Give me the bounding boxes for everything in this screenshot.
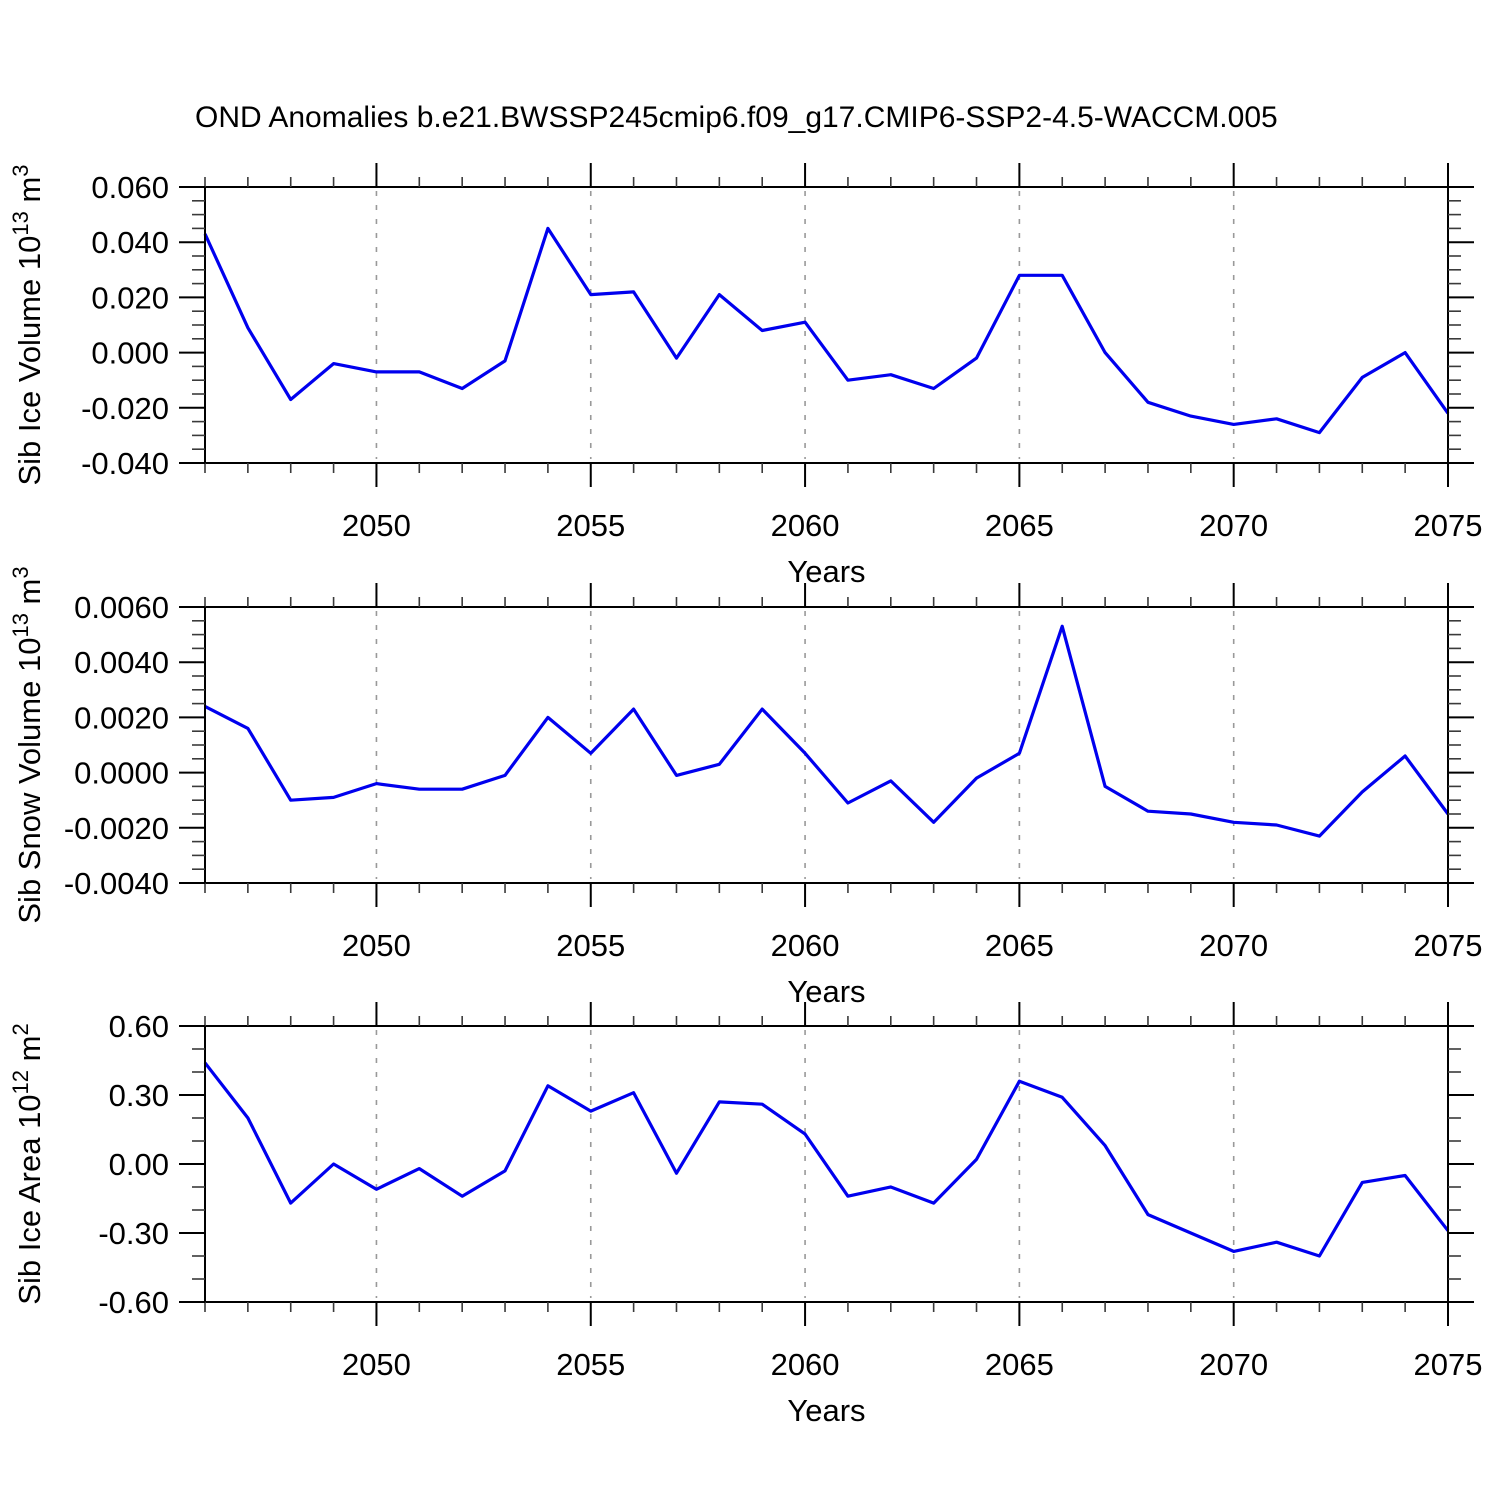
- x-tick-label: 2055: [556, 928, 625, 963]
- sib-snow-volume-y-axis-title: Sib Snow Volume 1013 m3: [8, 566, 47, 923]
- x-tick-label: 2070: [1199, 508, 1268, 543]
- sib-ice-area-series-line: [203, 1061, 1450, 1258]
- sib-ice-volume-y-axis-title: Sib Ice Volume 1013 m3: [8, 164, 47, 485]
- x-tick-label: 2055: [556, 508, 625, 543]
- panel-sib-ice-area: 0.60 0.30 0.00 -0.30 -0.60 2050 2055 2060 2065 20…: [8, 1002, 1482, 1428]
- x-tick-label: 2075: [1414, 1347, 1483, 1382]
- y-tick-label: 0.020: [91, 280, 169, 315]
- figure-title: OND Anomalies b.e21.BWSSP245cmip6.f09_g1…: [195, 101, 1278, 134]
- sib-ice-area-y-axis-title: Sib Ice Area 1012 m2: [8, 1023, 47, 1304]
- x-tick-label: 2055: [556, 1347, 625, 1382]
- x-axis-title: Years: [787, 1393, 865, 1428]
- y-tick-label: 0.00: [109, 1147, 169, 1182]
- x-tick-label: 2065: [985, 1347, 1054, 1382]
- y-tick-label: -0.020: [81, 391, 169, 426]
- y-tick-label: -0.60: [98, 1285, 169, 1320]
- y-tick-label: 0.60: [109, 1009, 169, 1044]
- x-tick-label: 2060: [771, 508, 840, 543]
- x-tick-label: 2060: [771, 928, 840, 963]
- chart-panels: 0.060 0.040 0.020 0.000 -0.020 -0.040 2050 2055…: [8, 163, 1482, 1428]
- x-tick-label: 2050: [342, 928, 411, 963]
- panel-sib-snow-volume: 0.0060 0.0040 0.0020 0.0000 -0.0020 -0.0040 20…: [8, 566, 1482, 1009]
- x-tick-label: 2070: [1199, 1347, 1268, 1382]
- x-tick-label: 2065: [985, 928, 1054, 963]
- y-tick-label: -0.0020: [64, 811, 169, 846]
- x-tick-label: 2050: [342, 508, 411, 543]
- y-tick-label: 0.0040: [74, 645, 169, 680]
- y-tick-label: 0.0000: [74, 756, 169, 791]
- sib-snow-volume-series-line: [204, 624, 1450, 838]
- x-tick-label: 2050: [342, 1347, 411, 1382]
- y-tick-label: 0.0020: [74, 700, 169, 735]
- x-tick-label: 2065: [985, 508, 1054, 543]
- sib-ice-volume-series-line: [203, 226, 1450, 435]
- y-tick-label: 0.040: [91, 225, 169, 260]
- x-tick-label: 2060: [771, 1347, 840, 1382]
- panel-sib-ice-volume: 0.060 0.040 0.020 0.000 -0.020 -0.040 2050 2055…: [8, 163, 1482, 589]
- x-axis-title: Years: [787, 974, 865, 1009]
- x-tick-label: 2075: [1414, 508, 1483, 543]
- y-tick-label: -0.30: [98, 1216, 169, 1251]
- y-tick-label: 0.060: [91, 170, 169, 205]
- x-tick-label: 2075: [1414, 928, 1483, 963]
- x-axis-title: Years: [787, 554, 865, 589]
- y-tick-label: -0.040: [81, 446, 169, 481]
- y-tick-label: 0.30: [109, 1078, 169, 1113]
- y-tick-label: 0.0060: [74, 590, 169, 625]
- y-tick-label: 0.000: [91, 336, 169, 371]
- x-tick-label: 2070: [1199, 928, 1268, 963]
- y-tick-label: -0.0040: [64, 866, 169, 901]
